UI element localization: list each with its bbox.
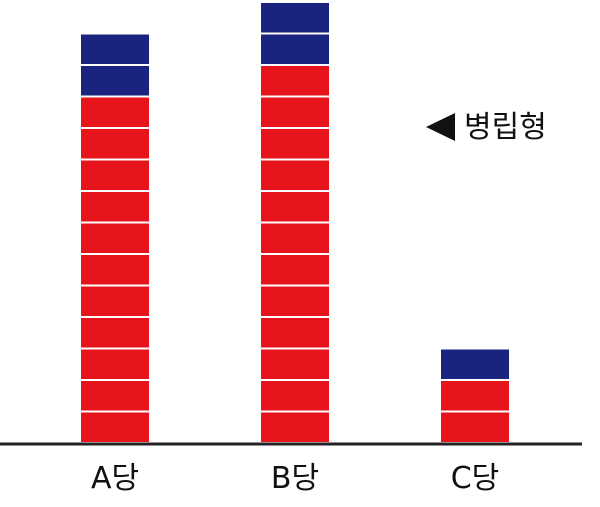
bars-group [81,3,509,442]
bar-block-1-s1-5 [81,286,149,316]
bar-block-1-s2-2 [81,34,149,64]
bar-block-2-s2-1 [261,34,329,64]
bar-block-1-s1-4 [81,318,149,348]
bar-block-2-s1-3 [261,349,329,379]
bar-block-1-s1-1 [81,412,149,442]
bar-block-1-s1-7 [81,223,149,253]
category-label-1: A당 [91,461,139,496]
bar-block-2-s2-2 [261,3,329,33]
bar-block-2-s1-5 [261,286,329,316]
bar-block-3-s2-1 [441,349,509,379]
left-triangle-icon [426,113,455,141]
bar-block-2-s1-11 [261,97,329,127]
bar-block-1-s1-3 [81,349,149,379]
annotation-label: 병립형 [464,110,547,145]
bar-block-1-s1-10 [81,129,149,159]
bar-block-1-s2-1 [81,66,149,96]
category-label-2: B당 [271,461,319,496]
bar-block-3-s1-2 [441,381,509,411]
bar-block-2-s1-4 [261,318,329,348]
bar-block-3-s1-1 [441,412,509,442]
annotation: 병립형 [426,110,547,145]
bar-block-2-s1-9 [261,160,329,190]
bar-block-2-s1-12 [261,66,329,96]
bar-block-2-s1-6 [261,255,329,285]
bar-block-2-s1-8 [261,192,329,222]
bar-block-1-s1-9 [81,160,149,190]
bar-block-2-s1-2 [261,381,329,411]
bar-block-1-s1-2 [81,381,149,411]
category-labels: A당 B당 C당 [91,461,499,496]
bar-block-1-s1-8 [81,192,149,222]
bar-block-1-s1-11 [81,97,149,127]
bar-block-2-s1-1 [261,412,329,442]
category-label-3: C당 [451,461,500,496]
bar-block-1-s1-6 [81,255,149,285]
bar-block-2-s1-10 [261,129,329,159]
bar-block-2-s1-7 [261,223,329,253]
